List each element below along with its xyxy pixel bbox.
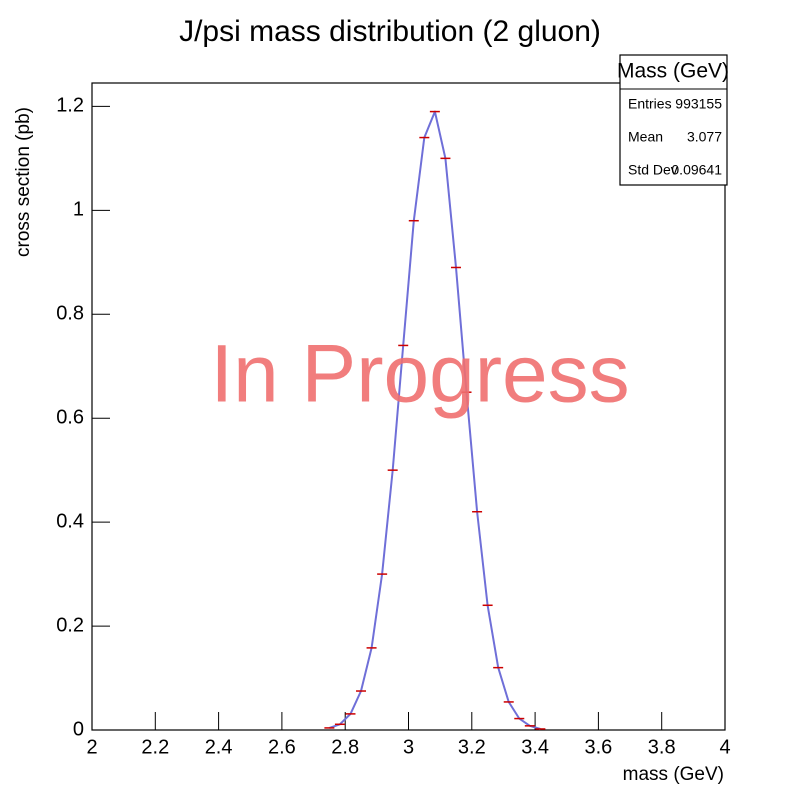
stats-value: 0.09641	[671, 162, 722, 178]
x-tick-label: 2.8	[331, 736, 359, 758]
fit-curve	[329, 110, 541, 730]
stats-label: Entries	[628, 96, 672, 112]
y-tick-label: 1.2	[56, 95, 84, 117]
y-tick-label: 0.8	[56, 303, 84, 325]
y-axis-label: cross section (pb)	[13, 107, 34, 257]
x-tick-label: 4	[719, 736, 730, 758]
chart-title: J/psi mass distribution (2 gluon)	[179, 15, 601, 48]
stats-label: Std Dev	[628, 162, 678, 178]
y-tick-label: 0.4	[56, 510, 84, 532]
stats-box: Mass (GeV) Entries 993155 Mean 3.077 Std…	[617, 54, 729, 186]
x-axis-label: mass (GeV)	[623, 764, 724, 785]
x-tick-label: 3	[403, 736, 414, 758]
x-tick-label: 3.8	[648, 736, 676, 758]
stats-value: 3.077	[687, 129, 722, 145]
stats-label: Mean	[628, 129, 663, 145]
x-tick-label: 2.4	[205, 736, 233, 758]
stats-frame	[619, 54, 728, 186]
x-tick-label: 3.6	[584, 736, 612, 758]
y-tick-label: 0	[73, 718, 84, 740]
y-tick-label: 0.6	[56, 406, 84, 428]
x-tick-label: 2.2	[141, 736, 169, 758]
stats-value: 993155	[675, 96, 722, 112]
x-tick-label: 3.2	[458, 736, 486, 758]
stats-title: Mass (GeV)	[617, 60, 729, 83]
y-tick-label: 0.2	[56, 614, 84, 636]
y-tick-label: 1	[73, 199, 84, 221]
x-tick-label: 2.6	[268, 736, 296, 758]
x-tick-label: 3.4	[521, 736, 549, 758]
x-tick-label: 2	[86, 736, 97, 758]
watermark: In Progress	[210, 329, 629, 420]
